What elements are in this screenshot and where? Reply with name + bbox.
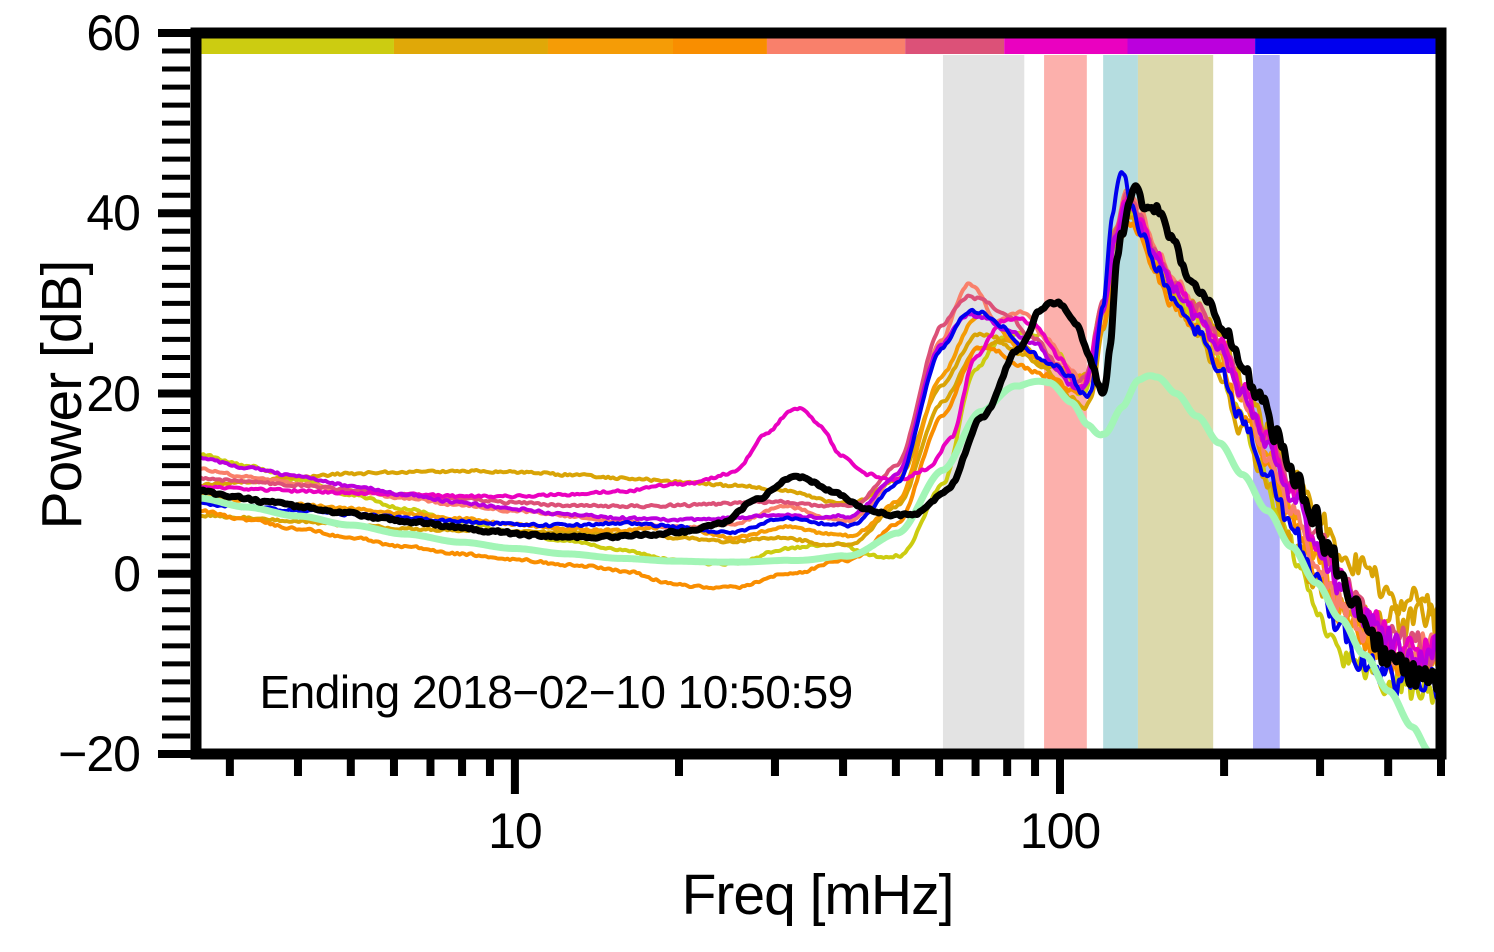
band-khaki [1137, 55, 1214, 754]
ending-timestamp-annotation: Ending 2018−02−10 10:50:59 [259, 666, 854, 719]
y-tick-label-20: 20 [86, 365, 141, 422]
colorbar-segment-1 [393, 37, 548, 54]
colorbar-segment-2 [547, 37, 673, 54]
x-tick-label-10: 10 [488, 803, 543, 859]
colorbar-segment-3 [672, 37, 767, 54]
colorbar-segment-5 [905, 37, 1005, 54]
x-axis-label: Freq [mHz] [681, 863, 955, 927]
colorbar-segment-0 [196, 37, 394, 54]
colorbar-segment-7 [1127, 37, 1256, 54]
series-mean-spectrum [196, 182, 1441, 694]
series-spectrum-blue [196, 170, 1441, 701]
y-tick-label-0: 0 [113, 545, 141, 602]
y-tick-label-40: 40 [86, 185, 141, 242]
x-tick-label-100: 100 [1019, 803, 1101, 859]
band-gray [942, 55, 1025, 754]
y-tick-label-60: 60 [86, 5, 141, 61]
y-tick-label-−20: −20 [58, 726, 141, 782]
series-spectrum-purple [196, 200, 1441, 671]
colorbar-segment-6 [1004, 37, 1128, 54]
colorbar-segment-8 [1255, 37, 1441, 54]
series-spectrum-mint [196, 372, 1435, 754]
colorbar-segment-4 [766, 37, 906, 54]
series-spectrum-goldenrod [196, 212, 1441, 638]
